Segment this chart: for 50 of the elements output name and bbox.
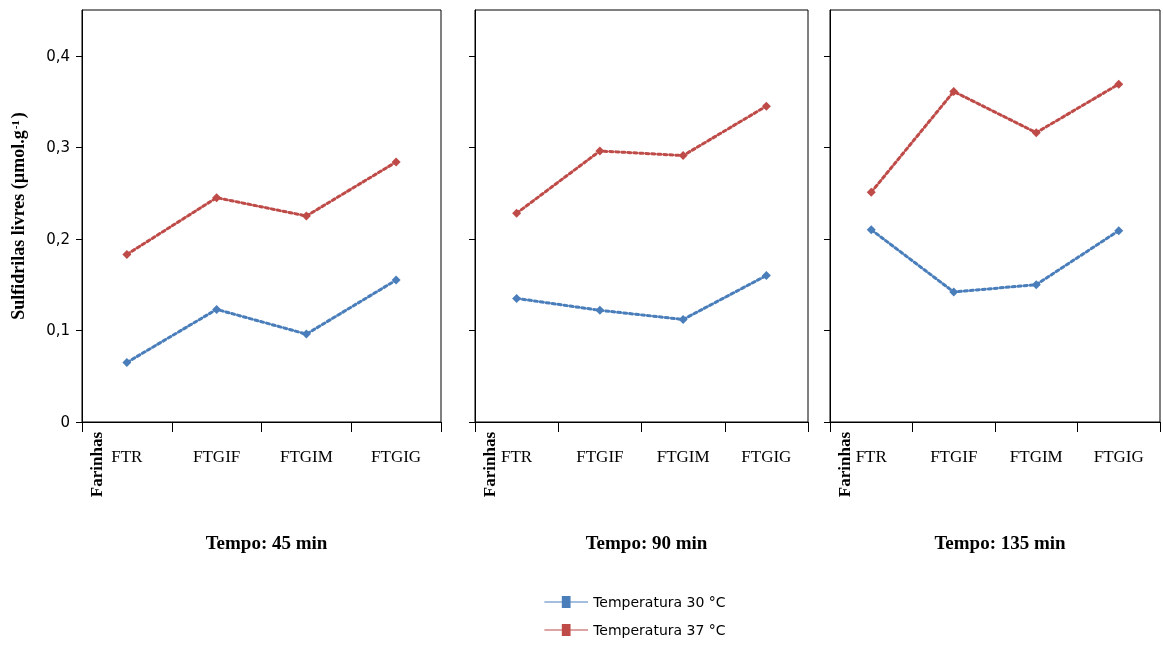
point xyxy=(761,101,771,111)
y-tick-label: 0,3 xyxy=(46,138,70,157)
text: Tempo: 90 min xyxy=(585,532,708,553)
y-tick-label: 0,2 xyxy=(46,229,70,248)
point xyxy=(595,305,605,315)
point xyxy=(512,208,522,218)
point xyxy=(866,225,876,235)
x-tick-label: FTR xyxy=(501,447,533,466)
y-tick-label: 0,1 xyxy=(46,321,70,340)
text: Tempo: 45 min xyxy=(205,532,328,553)
x-tick-label: FTR xyxy=(111,447,144,466)
point xyxy=(1031,280,1041,290)
legend-label: Temperatura 30 °C xyxy=(592,594,726,610)
text: Farinhas xyxy=(480,431,499,498)
x-tick-label: FTGIF xyxy=(576,447,624,466)
text: Farinhas xyxy=(835,431,854,498)
point xyxy=(1114,79,1124,89)
point xyxy=(678,151,688,161)
point xyxy=(595,146,605,156)
point xyxy=(391,157,401,167)
x-tick-label: FTGIG xyxy=(741,447,792,466)
point xyxy=(391,275,401,285)
legend-label: Temperatura 37 °C xyxy=(592,622,726,638)
y-tick-label: 0,4 xyxy=(46,46,70,65)
point xyxy=(678,314,688,324)
point xyxy=(122,357,132,367)
text: Farinhas xyxy=(87,431,106,498)
point xyxy=(122,249,132,259)
x-tick-label: FTR xyxy=(855,447,888,466)
x-tick-label: FTGIG xyxy=(1093,447,1144,466)
point xyxy=(1031,128,1041,138)
text: Tempo: 135 min xyxy=(934,532,1067,553)
x-tick-label: FTGIG xyxy=(371,447,422,466)
point xyxy=(212,304,222,314)
y-tick-label: 0 xyxy=(60,413,70,431)
point xyxy=(949,287,959,297)
x-tick-label: FTGIM xyxy=(1009,447,1063,466)
point xyxy=(866,187,876,197)
y-axis-title: Sulfidrilas livres (µmol.g-1) xyxy=(8,112,29,320)
point xyxy=(1114,226,1124,236)
point xyxy=(212,193,222,203)
point xyxy=(949,86,959,96)
x-tick-label: FTGIM xyxy=(279,447,333,466)
point xyxy=(512,293,522,303)
x-tick-label: FTGIM xyxy=(656,447,710,466)
point xyxy=(761,271,771,281)
x-tick-label: FTGIF xyxy=(193,447,241,466)
point xyxy=(301,329,311,339)
point xyxy=(301,211,311,221)
x-tick-label: FTGIF xyxy=(930,447,978,466)
